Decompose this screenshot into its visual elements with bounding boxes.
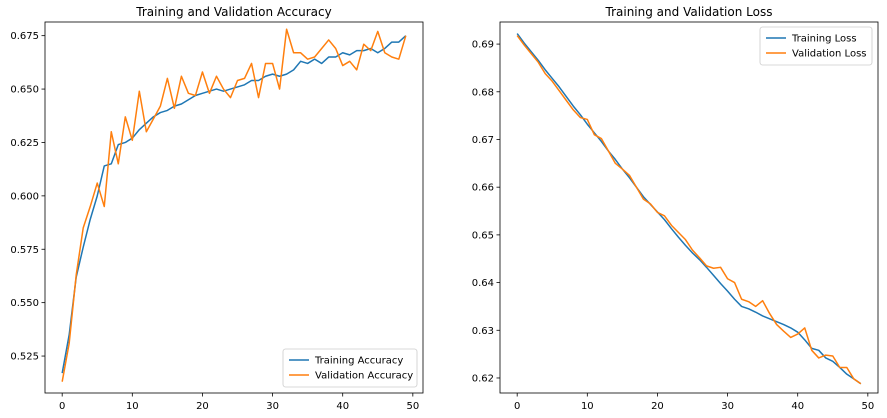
y-tick-label: 0.64 xyxy=(472,278,494,289)
y-tick-label: 0.600 xyxy=(10,191,39,202)
plot-frame xyxy=(44,21,424,394)
y-tick-label: 0.62 xyxy=(472,373,494,384)
series-line-training xyxy=(516,33,862,385)
y-tick-label: 0.66 xyxy=(472,183,494,194)
x-tick-label: 0 xyxy=(514,401,520,412)
series-line-validation xyxy=(61,28,407,382)
y-tick-label: 0.675 xyxy=(10,31,39,42)
x-tick-label: 0 xyxy=(59,401,65,412)
y-tick-label: 0.575 xyxy=(10,245,39,256)
series-line-training xyxy=(61,35,407,374)
legend-entry: Training Accuracy xyxy=(314,356,403,367)
y-tick-label: 0.525 xyxy=(10,352,39,363)
y-tick-label: 0.65 xyxy=(472,230,494,241)
x-tick-label: 50 xyxy=(861,401,874,412)
legend-entry: Validation Loss xyxy=(792,49,867,60)
x-tick-label: 30 xyxy=(721,401,734,412)
legend-box xyxy=(282,348,418,388)
y-tick-label: 0.67 xyxy=(472,135,494,146)
legend-entry: Training Loss xyxy=(791,34,857,45)
chart-title: Training and Validation Accuracy xyxy=(135,5,331,19)
y-tick-label: 0.550 xyxy=(10,298,39,309)
legend: Training Loss Validation Loss xyxy=(759,26,873,66)
x-tick-label: 10 xyxy=(581,401,594,412)
y-tick-label: 0.69 xyxy=(472,40,494,51)
loss-chart: Training and Validation Loss 0 10 20 30 40 50 0… xyxy=(472,5,879,412)
legend-box xyxy=(759,26,873,66)
y-tick-label: 0.650 xyxy=(10,85,39,96)
y-tick-label: 0.63 xyxy=(472,326,494,337)
x-tick-label: 40 xyxy=(791,401,804,412)
x-tick-label: 10 xyxy=(126,401,139,412)
x-tick-label: 20 xyxy=(651,401,664,412)
chart-title: Training and Validation Loss xyxy=(605,5,773,19)
x-tick-label: 20 xyxy=(196,401,209,412)
x-tick-label: 30 xyxy=(266,401,279,412)
x-tick-label: 50 xyxy=(406,401,419,412)
y-tick-label: 0.68 xyxy=(472,87,494,98)
legend: Training Accuracy Validation Accuracy xyxy=(282,348,418,388)
y-tick-label: 0.625 xyxy=(10,138,39,149)
accuracy-chart: Training and Validation Accuracy 0 10 20 30 4… xyxy=(10,5,424,412)
plot-frame xyxy=(499,21,879,394)
legend-entry: Validation Accuracy xyxy=(315,371,413,382)
series-line-validation xyxy=(516,35,862,385)
x-tick-label: 40 xyxy=(336,401,349,412)
